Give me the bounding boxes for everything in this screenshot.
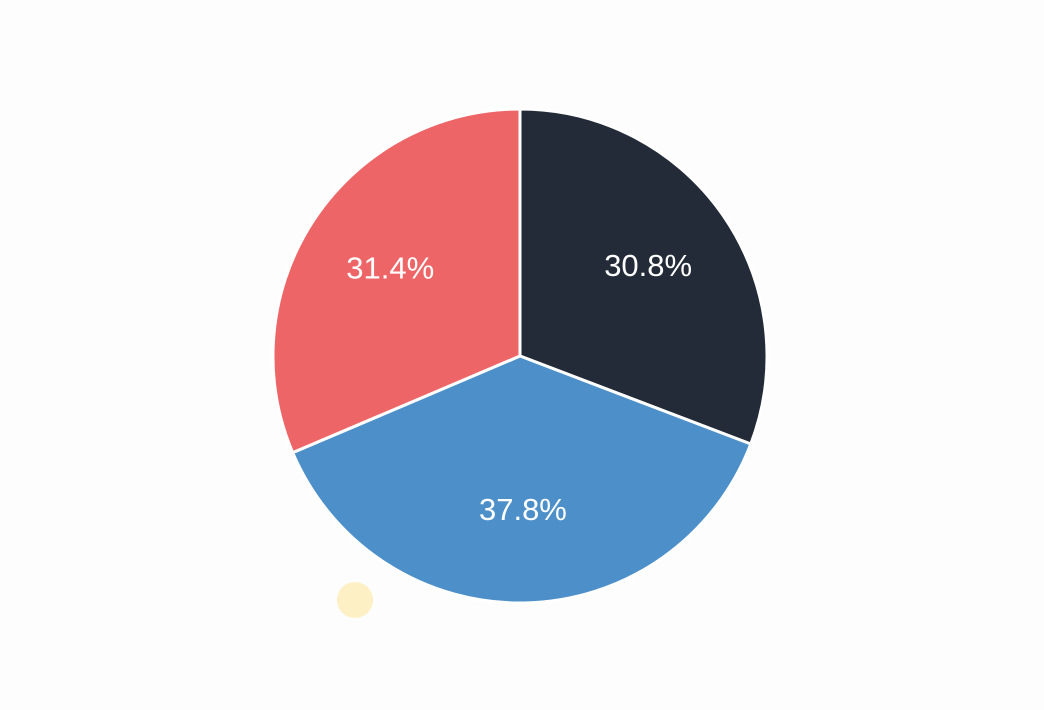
cursor-indicator — [337, 582, 373, 618]
pie-slice — [291, 354, 753, 605]
slice-label: 31.4% — [346, 250, 434, 285]
slice-label: 37.8% — [479, 492, 567, 527]
pie-slice — [271, 107, 522, 455]
slice-label: 30.8% — [604, 248, 692, 283]
pie-slice — [518, 107, 769, 446]
